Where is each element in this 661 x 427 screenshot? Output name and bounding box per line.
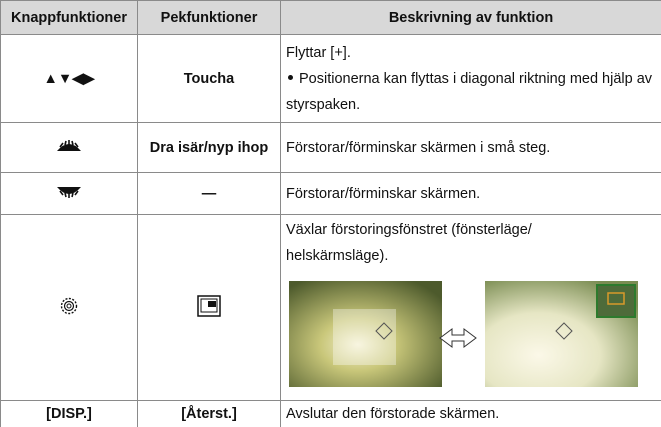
button-cell [0, 172, 138, 215]
row: — Förstorar/förminskar skärmen. [0, 172, 661, 215]
description-cell: Flyttar [+]. Positionerna kan flyttas i d… [280, 34, 661, 123]
text: Växlar förstoringsfönstret (fönsterläge/… [286, 222, 532, 264]
front-dial-icon [57, 186, 81, 198]
header-cell: Pekfunktioner [137, 0, 281, 35]
bullet-item: Positionerna kan flyttas i diagonal rikt… [286, 66, 656, 118]
description-cell: Växlar förstoringsfönstret (fönsterläge/… [280, 214, 661, 401]
description-cell: Förstorar/förminskar skärmen i små steg. [280, 122, 661, 173]
row: Dra isär/nyp ihop Förstorar/förminskar s… [0, 122, 661, 173]
control-dial-icon [60, 297, 78, 314]
touch-cell: Toucha [137, 34, 281, 123]
window-icon [197, 294, 221, 317]
bullet [288, 75, 293, 81]
header-cell: Knappfunktioner [0, 0, 138, 35]
touch-cell [137, 214, 281, 401]
rear-dial-icon [57, 139, 81, 151]
touch-cell: [Återst.] [137, 400, 281, 427]
row: Växlar förstoringsfönstret (fönsterläge/… [0, 214, 661, 401]
description-cell: Förstorar/förminskar skärmen. [280, 172, 661, 215]
button-cell [0, 122, 138, 173]
touch-cell: Dra isär/nyp ihop [137, 122, 281, 173]
button-cell [0, 214, 138, 401]
header-row: Knappfunktioner Pekfunktioner Beskrivnin… [0, 0, 661, 35]
row: [DISP.] [Återst.] Avslutar den förstorad… [0, 400, 661, 427]
illustration [289, 281, 638, 387]
text: Flyttar [+]. [286, 44, 351, 61]
button-cell: [DISP.] [0, 400, 138, 427]
header-cell: Beskrivning av funktion [280, 0, 661, 35]
description-cell: Avslutar den förstorade skärmen. [280, 400, 661, 427]
text: Positionerna kan flyttas i diagonal rikt… [286, 70, 653, 113]
row: ▲▼◀▶ Toucha Flyttar [+]. Positionerna kan… [0, 34, 661, 123]
button-cell: ▲▼◀▶ [0, 34, 138, 123]
touch-cell: — [137, 172, 281, 215]
